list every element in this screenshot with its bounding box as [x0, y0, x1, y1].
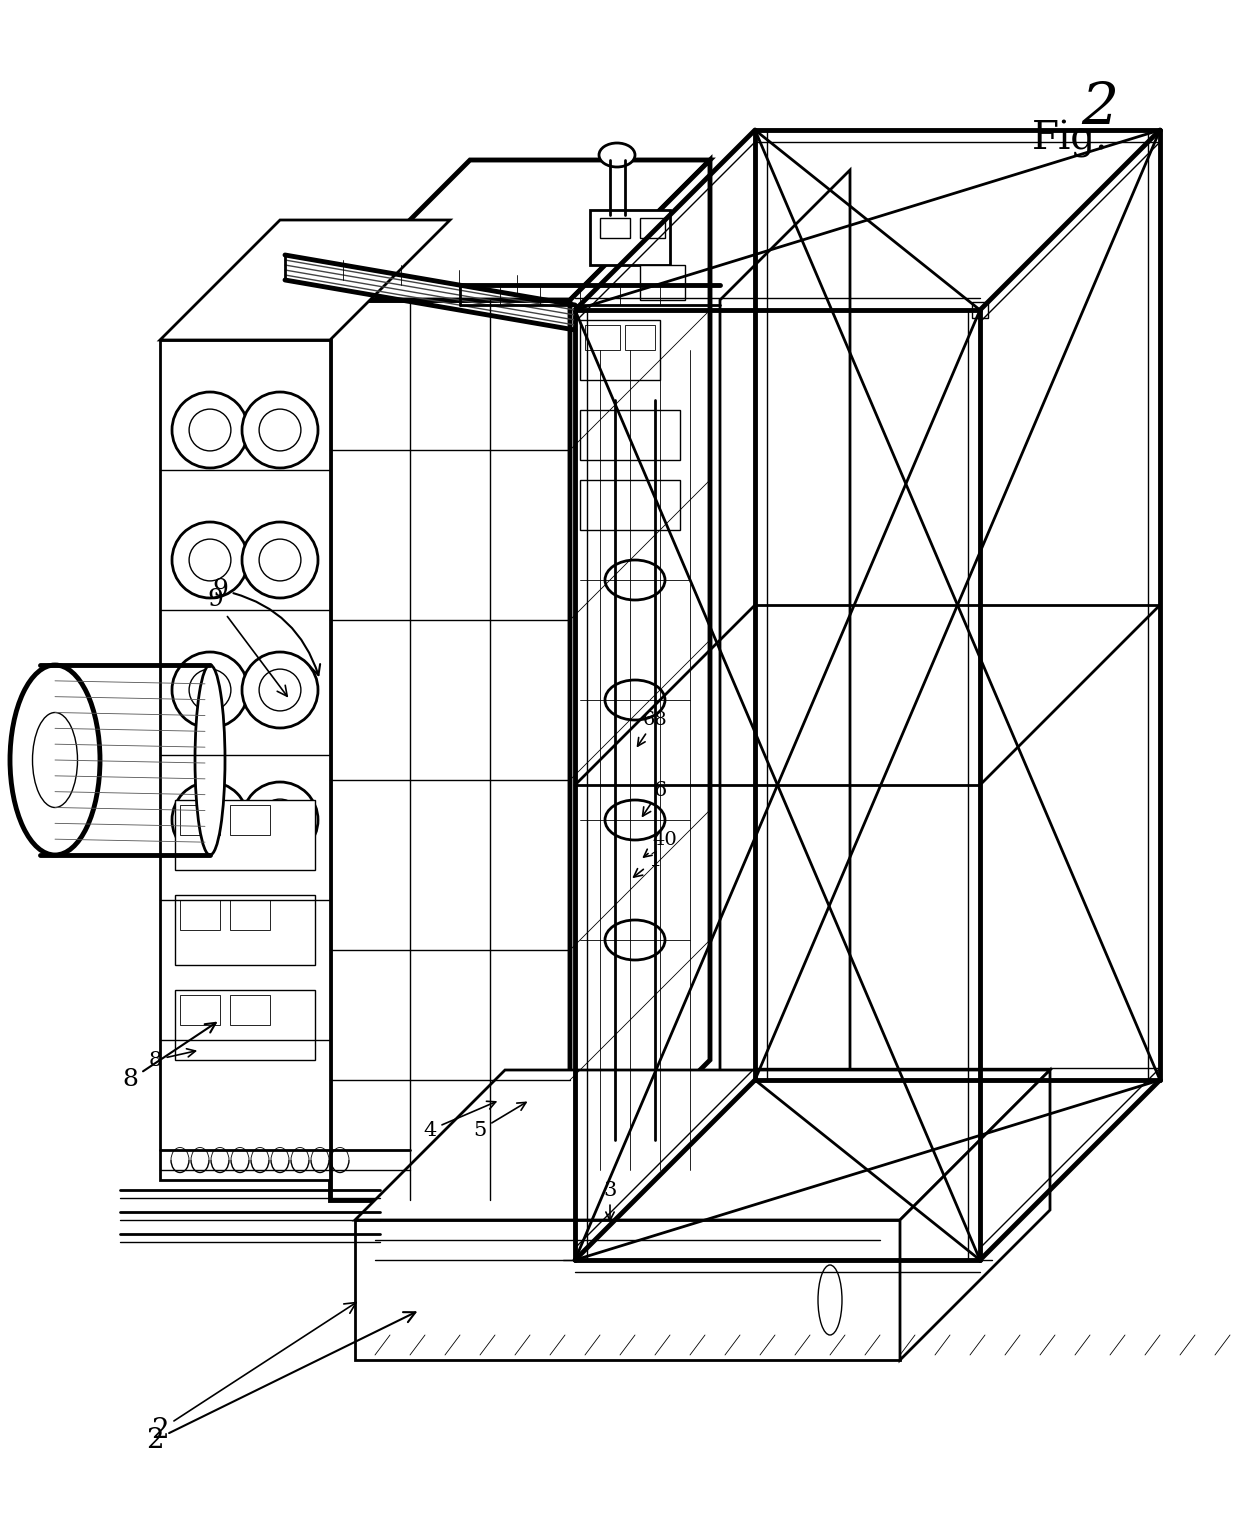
Bar: [229, 805, 270, 835]
Bar: [229, 994, 270, 1025]
Text: Fig.: Fig.: [1032, 120, 1109, 158]
Bar: [590, 211, 670, 265]
Bar: [180, 805, 219, 835]
Ellipse shape: [172, 522, 248, 597]
Bar: [585, 324, 620, 350]
Polygon shape: [720, 170, 849, 1220]
Bar: [175, 800, 315, 870]
Text: 3: 3: [604, 1181, 616, 1220]
Text: 2: 2: [146, 1313, 415, 1454]
Bar: [580, 481, 680, 531]
Bar: [567, 1252, 583, 1267]
Bar: [640, 265, 684, 300]
Text: 8: 8: [149, 1049, 196, 1069]
Bar: [972, 302, 988, 318]
Ellipse shape: [605, 559, 665, 600]
Bar: [175, 894, 315, 966]
Bar: [600, 218, 630, 238]
Ellipse shape: [818, 1264, 842, 1336]
Text: 5: 5: [474, 1102, 526, 1140]
Ellipse shape: [10, 666, 100, 855]
Bar: [180, 994, 219, 1025]
Text: 2: 2: [1081, 80, 1118, 136]
Ellipse shape: [172, 652, 248, 728]
Polygon shape: [160, 340, 330, 1179]
Ellipse shape: [242, 522, 317, 597]
Bar: [567, 302, 583, 318]
Ellipse shape: [172, 393, 248, 468]
Ellipse shape: [672, 1139, 708, 1182]
Text: 4: 4: [423, 1101, 496, 1140]
Ellipse shape: [627, 1139, 663, 1182]
Text: 9: 9: [207, 588, 288, 696]
Ellipse shape: [582, 1139, 618, 1182]
Polygon shape: [330, 161, 711, 300]
Text: 68: 68: [637, 711, 667, 746]
Ellipse shape: [605, 681, 665, 720]
Bar: [580, 409, 680, 459]
Polygon shape: [570, 1090, 849, 1220]
Text: 9: 9: [212, 579, 320, 675]
Ellipse shape: [40, 666, 69, 855]
Polygon shape: [900, 1070, 1050, 1360]
Text: 8: 8: [122, 1023, 216, 1092]
Bar: [180, 901, 219, 929]
Ellipse shape: [242, 652, 317, 728]
Bar: [972, 1252, 988, 1267]
Text: 1: 1: [634, 850, 662, 878]
Bar: [625, 324, 655, 350]
Text: 40: 40: [644, 831, 677, 857]
Ellipse shape: [242, 393, 317, 468]
Polygon shape: [355, 1220, 900, 1360]
Ellipse shape: [195, 666, 224, 855]
Ellipse shape: [605, 920, 665, 960]
Polygon shape: [355, 1070, 1050, 1220]
Text: 6: 6: [642, 781, 667, 816]
Ellipse shape: [172, 782, 248, 858]
Bar: [580, 320, 660, 381]
Bar: [229, 901, 270, 929]
Bar: [175, 990, 315, 1060]
Polygon shape: [570, 161, 711, 1201]
Ellipse shape: [599, 143, 635, 167]
Text: 2: 2: [151, 1302, 356, 1443]
Polygon shape: [160, 220, 450, 340]
Ellipse shape: [242, 782, 317, 858]
Polygon shape: [330, 300, 570, 1201]
Ellipse shape: [605, 800, 665, 840]
Bar: [640, 218, 665, 238]
